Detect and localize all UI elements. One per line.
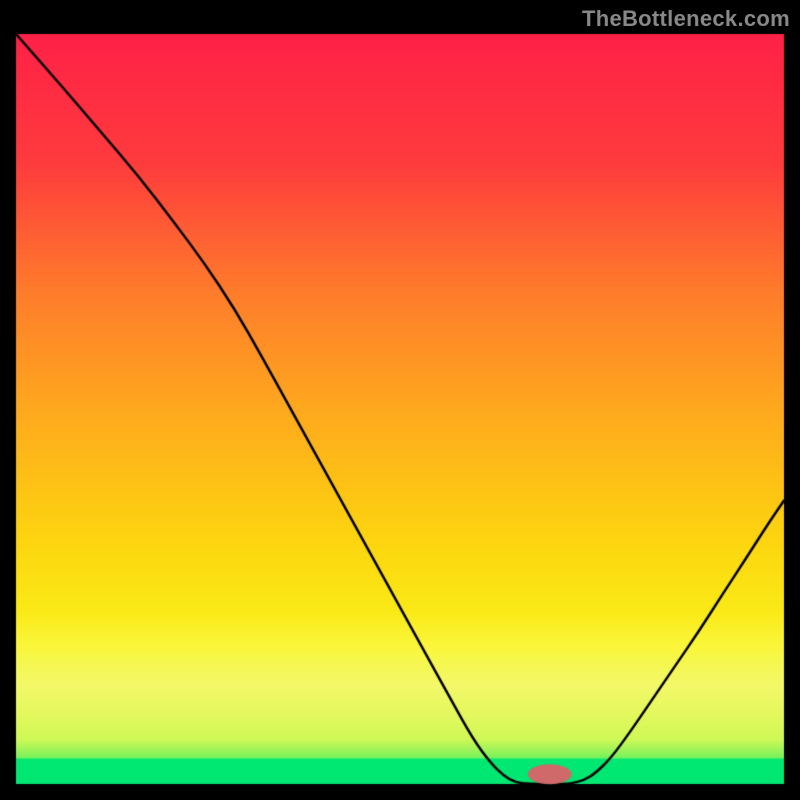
chart-container: TheBottleneck.com (0, 0, 800, 800)
bottleneck-chart-canvas (0, 0, 800, 800)
watermark-text: TheBottleneck.com (582, 6, 790, 32)
